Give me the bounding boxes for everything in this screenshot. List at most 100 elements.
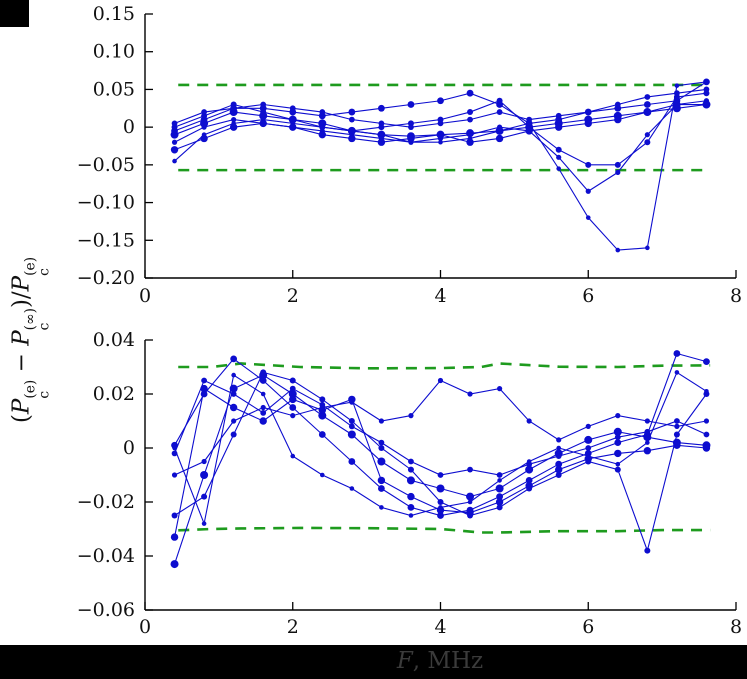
data-point-bottom-series-4 xyxy=(408,413,414,419)
data-point-bottom-series-3 xyxy=(260,369,267,376)
data-point-top-series-5 xyxy=(172,158,177,164)
data-point-bottom-series-7 xyxy=(408,458,414,465)
data-point-top-series-5 xyxy=(320,124,325,130)
series-line-bottom-series-4 xyxy=(174,379,707,476)
data-point-top-series-7 xyxy=(614,101,621,108)
sup-sub-group: (∞) c xyxy=(22,308,52,330)
data-point-bottom-series-4 xyxy=(290,413,296,419)
data-point-top-series-4 xyxy=(467,132,473,138)
data-point-top-series-5 xyxy=(585,215,591,220)
data-point-top-series-5 xyxy=(556,166,561,171)
y-tick-label-top: −0.20 xyxy=(77,267,135,289)
data-point-bottom-series-3 xyxy=(319,396,326,403)
data-point-bottom-series-6 xyxy=(348,395,356,404)
x-tick-label-top: 6 xyxy=(582,285,594,307)
data-point-top-series-3 xyxy=(585,161,592,168)
subscript: c xyxy=(35,268,52,276)
data-point-bottom-series-3 xyxy=(289,377,296,384)
data-point-top-series-4 xyxy=(171,139,178,145)
data-point-bottom-series-4 xyxy=(171,472,178,478)
data-point-bottom-series-2 xyxy=(614,439,622,446)
x-tick-label-bottom: 2 xyxy=(287,616,299,638)
data-point-top-series-2 xyxy=(466,89,474,97)
data-point-bottom-series-7 xyxy=(526,461,533,468)
data-point-top-series-7 xyxy=(408,124,414,131)
series-line-bottom-series-3 xyxy=(174,371,707,553)
data-point-bottom-series-3 xyxy=(378,445,385,451)
data-point-top-series-5 xyxy=(349,128,355,134)
data-point-top-series-4 xyxy=(556,154,562,160)
data-point-bottom-series-1 xyxy=(170,560,179,569)
data-point-bottom-series-2 xyxy=(348,458,356,465)
data-point-bottom-series-1 xyxy=(200,471,209,479)
data-point-top-series-6 xyxy=(259,119,267,128)
data-point-bottom-series-7 xyxy=(496,472,503,478)
data-point-top-series-5 xyxy=(704,79,709,85)
data-point-bottom-series-7 xyxy=(644,428,651,435)
data-point-bottom-series-4 xyxy=(644,418,650,424)
x-tick-label-bottom: 6 xyxy=(582,616,594,638)
data-point-top-series-6 xyxy=(466,138,474,146)
data-point-bottom-series-2 xyxy=(318,431,326,438)
data-point-bottom-series-6 xyxy=(200,384,208,393)
data-point-top-series-2 xyxy=(437,97,444,105)
data-point-bottom-series-6 xyxy=(584,455,592,463)
y-tick-label-top: 0.15 xyxy=(93,3,135,25)
data-point-bottom-series-3 xyxy=(437,499,444,505)
data-point-bottom-series-3 xyxy=(230,431,237,438)
x-axis-label: F, MHz xyxy=(397,648,483,674)
data-point-top-series-6 xyxy=(200,134,208,143)
data-point-bottom-series-4 xyxy=(703,418,710,424)
data-point-bottom-series-4 xyxy=(201,458,207,465)
data-point-bottom-series-1 xyxy=(613,427,622,436)
y-tick-label-bottom: −0.02 xyxy=(77,491,135,513)
data-point-bottom-series-4 xyxy=(674,423,680,429)
label-text: )/ xyxy=(8,291,35,309)
data-point-bottom-series-6 xyxy=(377,476,386,485)
data-point-bottom-series-6 xyxy=(555,465,563,474)
data-point-bottom-series-5 xyxy=(231,372,236,378)
subscript: c xyxy=(35,390,52,399)
data-point-top-series-7 xyxy=(260,101,267,108)
data-point-top-series-6 xyxy=(289,123,297,131)
data-point-top-series-6 xyxy=(525,127,533,135)
data-point-top-series-3 xyxy=(555,146,562,153)
data-point-bottom-series-6 xyxy=(466,509,474,517)
data-point-bottom-series-2 xyxy=(289,404,297,411)
data-point-bottom-series-2 xyxy=(496,493,503,500)
data-point-bottom-series-7 xyxy=(171,450,178,457)
data-point-top-series-7 xyxy=(644,94,651,100)
data-point-top-series-4 xyxy=(615,169,621,175)
data-point-top-series-3 xyxy=(496,97,503,104)
data-point-bottom-series-5 xyxy=(379,505,384,510)
data-point-bottom-series-6 xyxy=(259,417,267,425)
label-text: P xyxy=(8,275,35,292)
y-tick-label-bottom: 0.04 xyxy=(93,329,135,351)
data-point-bottom-series-2 xyxy=(555,460,563,468)
data-point-top-series-5 xyxy=(438,139,443,145)
data-point-bottom-series-6 xyxy=(673,441,681,449)
data-point-top-series-6 xyxy=(170,146,179,154)
data-point-top-series-4 xyxy=(201,124,207,130)
data-point-bottom-series-3 xyxy=(407,466,414,473)
data-point-top-series-5 xyxy=(674,83,680,88)
data-point-bottom-series-4 xyxy=(231,418,237,424)
data-point-bottom-series-4 xyxy=(378,418,384,424)
data-point-bottom-series-6 xyxy=(495,498,504,506)
data-point-top-series-3 xyxy=(467,109,474,116)
data-point-top-series-3 xyxy=(260,109,267,116)
data-point-top-series-6 xyxy=(614,115,622,124)
data-point-top-series-6 xyxy=(495,134,504,143)
x-tick-label-top: 4 xyxy=(434,285,446,307)
data-point-bottom-series-1 xyxy=(406,476,415,485)
sup-sub-group: (e) c xyxy=(22,257,52,276)
data-point-bottom-series-5 xyxy=(645,440,650,445)
data-point-bottom-series-5 xyxy=(556,445,561,451)
data-point-bottom-series-7 xyxy=(230,391,237,397)
data-point-bottom-series-7 xyxy=(555,453,562,459)
bound-lower-bottom xyxy=(178,526,711,534)
data-point-bottom-series-5 xyxy=(320,472,325,478)
data-point-top-series-7 xyxy=(201,109,208,115)
data-point-bottom-series-7 xyxy=(319,401,326,408)
data-point-top-series-7 xyxy=(289,105,296,112)
